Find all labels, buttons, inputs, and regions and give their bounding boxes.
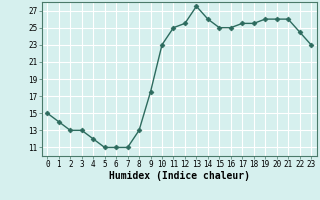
X-axis label: Humidex (Indice chaleur): Humidex (Indice chaleur) <box>109 171 250 181</box>
